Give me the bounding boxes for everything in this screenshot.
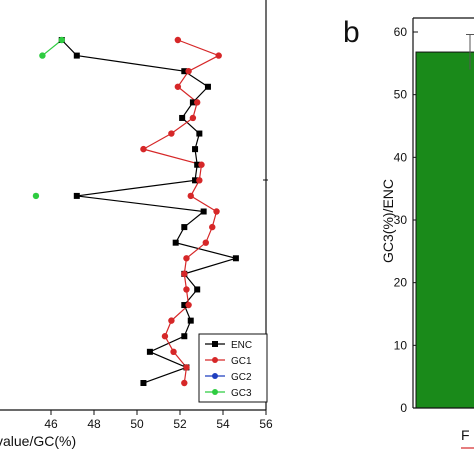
point-gc1 <box>209 223 216 231</box>
panel-letter: b <box>343 16 360 49</box>
x-category-labels: F <box>461 427 474 449</box>
point-enc <box>181 68 188 75</box>
y-ticks: 0 10 20 30 40 50 60 <box>394 25 418 415</box>
point-enc <box>73 52 80 59</box>
legend-marker-enc <box>212 341 218 347</box>
x-tick-label: 46 <box>44 417 58 431</box>
series-points <box>32 36 239 387</box>
point-enc <box>194 161 201 168</box>
error-bar <box>466 34 474 70</box>
bar-panel: b GC3(%)/ENC 0 10 20 30 40 50 60 F <box>343 16 474 449</box>
x-tick-label: 50 <box>130 417 144 431</box>
y-tick-label: 20 <box>394 276 408 290</box>
y-axis-label: GC3(%)/ENC <box>380 179 396 263</box>
point-enc <box>194 286 201 293</box>
series-line-gc3 <box>42 39 63 57</box>
point-gc1 <box>185 301 192 309</box>
legend-marker-gc3 <box>212 389 218 395</box>
point-gc1 <box>168 130 175 137</box>
point-enc <box>187 317 194 324</box>
point-enc <box>179 114 186 121</box>
point-gc1 <box>194 99 201 106</box>
legend-marker-gc2 <box>212 373 218 379</box>
point-enc <box>192 177 199 184</box>
point-enc <box>192 146 199 153</box>
point-gc3 <box>39 52 46 59</box>
point-gc1 <box>202 239 209 246</box>
point-gc3 <box>32 192 40 200</box>
point-gc1 <box>187 192 194 200</box>
point-gc1 <box>140 145 147 153</box>
point-gc1 <box>181 270 188 278</box>
point-gc1 <box>161 333 169 340</box>
y-tick-label: 30 <box>394 213 408 227</box>
point-gc1 <box>170 348 177 356</box>
point-gc1 <box>168 317 175 324</box>
legend-marker-gc1 <box>212 357 218 363</box>
y-tick-label: 60 <box>394 25 408 39</box>
point-gc3 <box>58 36 65 44</box>
point-enc <box>196 130 203 137</box>
x-category-label: F <box>461 427 470 443</box>
point-gc1 <box>181 379 188 387</box>
x-tick-label: 54 <box>216 417 230 431</box>
point-gc1 <box>183 255 190 262</box>
scatter-panel: 46 48 50 52 54 56 value/GC(%) ENC GC1 GC2 GC3 <box>0 0 273 449</box>
series-line-gc1 <box>141 39 221 384</box>
point-gc1 <box>189 114 197 122</box>
point-gc1 <box>213 208 220 215</box>
y-tick-label: 50 <box>394 88 408 102</box>
legend-label-gc1: GC1 <box>231 356 252 367</box>
point-gc1 <box>174 36 182 44</box>
point-gc1 <box>198 161 205 168</box>
x-tick-label: 56 <box>259 417 273 431</box>
legend: ENC GC1 GC2 GC3 <box>198 333 268 403</box>
legend-label-gc3: GC3 <box>231 388 252 399</box>
point-gc1 <box>215 52 222 59</box>
bar-F <box>415 51 474 409</box>
point-gc1 <box>183 364 190 371</box>
y-tick-label: 40 <box>394 150 408 164</box>
legend-label-enc: ENC <box>231 340 252 351</box>
point-enc <box>181 302 188 309</box>
point-enc <box>189 99 196 106</box>
point-gc1 <box>196 177 203 184</box>
point-enc <box>204 83 211 90</box>
y-tick-label: 0 <box>400 401 407 415</box>
point-gc1 <box>174 83 182 90</box>
x-tick-label: 52 <box>173 417 187 431</box>
point-enc <box>181 333 188 340</box>
y-tick-label: 10 <box>394 338 408 352</box>
point-enc <box>140 380 147 386</box>
point-enc <box>172 239 179 246</box>
legend-box <box>198 333 268 403</box>
legend-label-gc2: GC2 <box>231 372 252 383</box>
point-enc <box>200 208 207 215</box>
point-enc <box>146 348 153 355</box>
point-gc1 <box>183 286 190 293</box>
point-enc <box>181 224 188 231</box>
x-axis-label: value/GC(%) <box>0 433 76 449</box>
x-ticks: 46 48 50 52 54 56 <box>44 410 273 431</box>
point-gc1 <box>185 67 192 75</box>
x-tick-label: 48 <box>87 417 101 431</box>
series-lines <box>42 39 239 384</box>
point-enc <box>232 255 239 262</box>
series-line-enc <box>61 39 239 384</box>
point-enc <box>73 192 80 199</box>
